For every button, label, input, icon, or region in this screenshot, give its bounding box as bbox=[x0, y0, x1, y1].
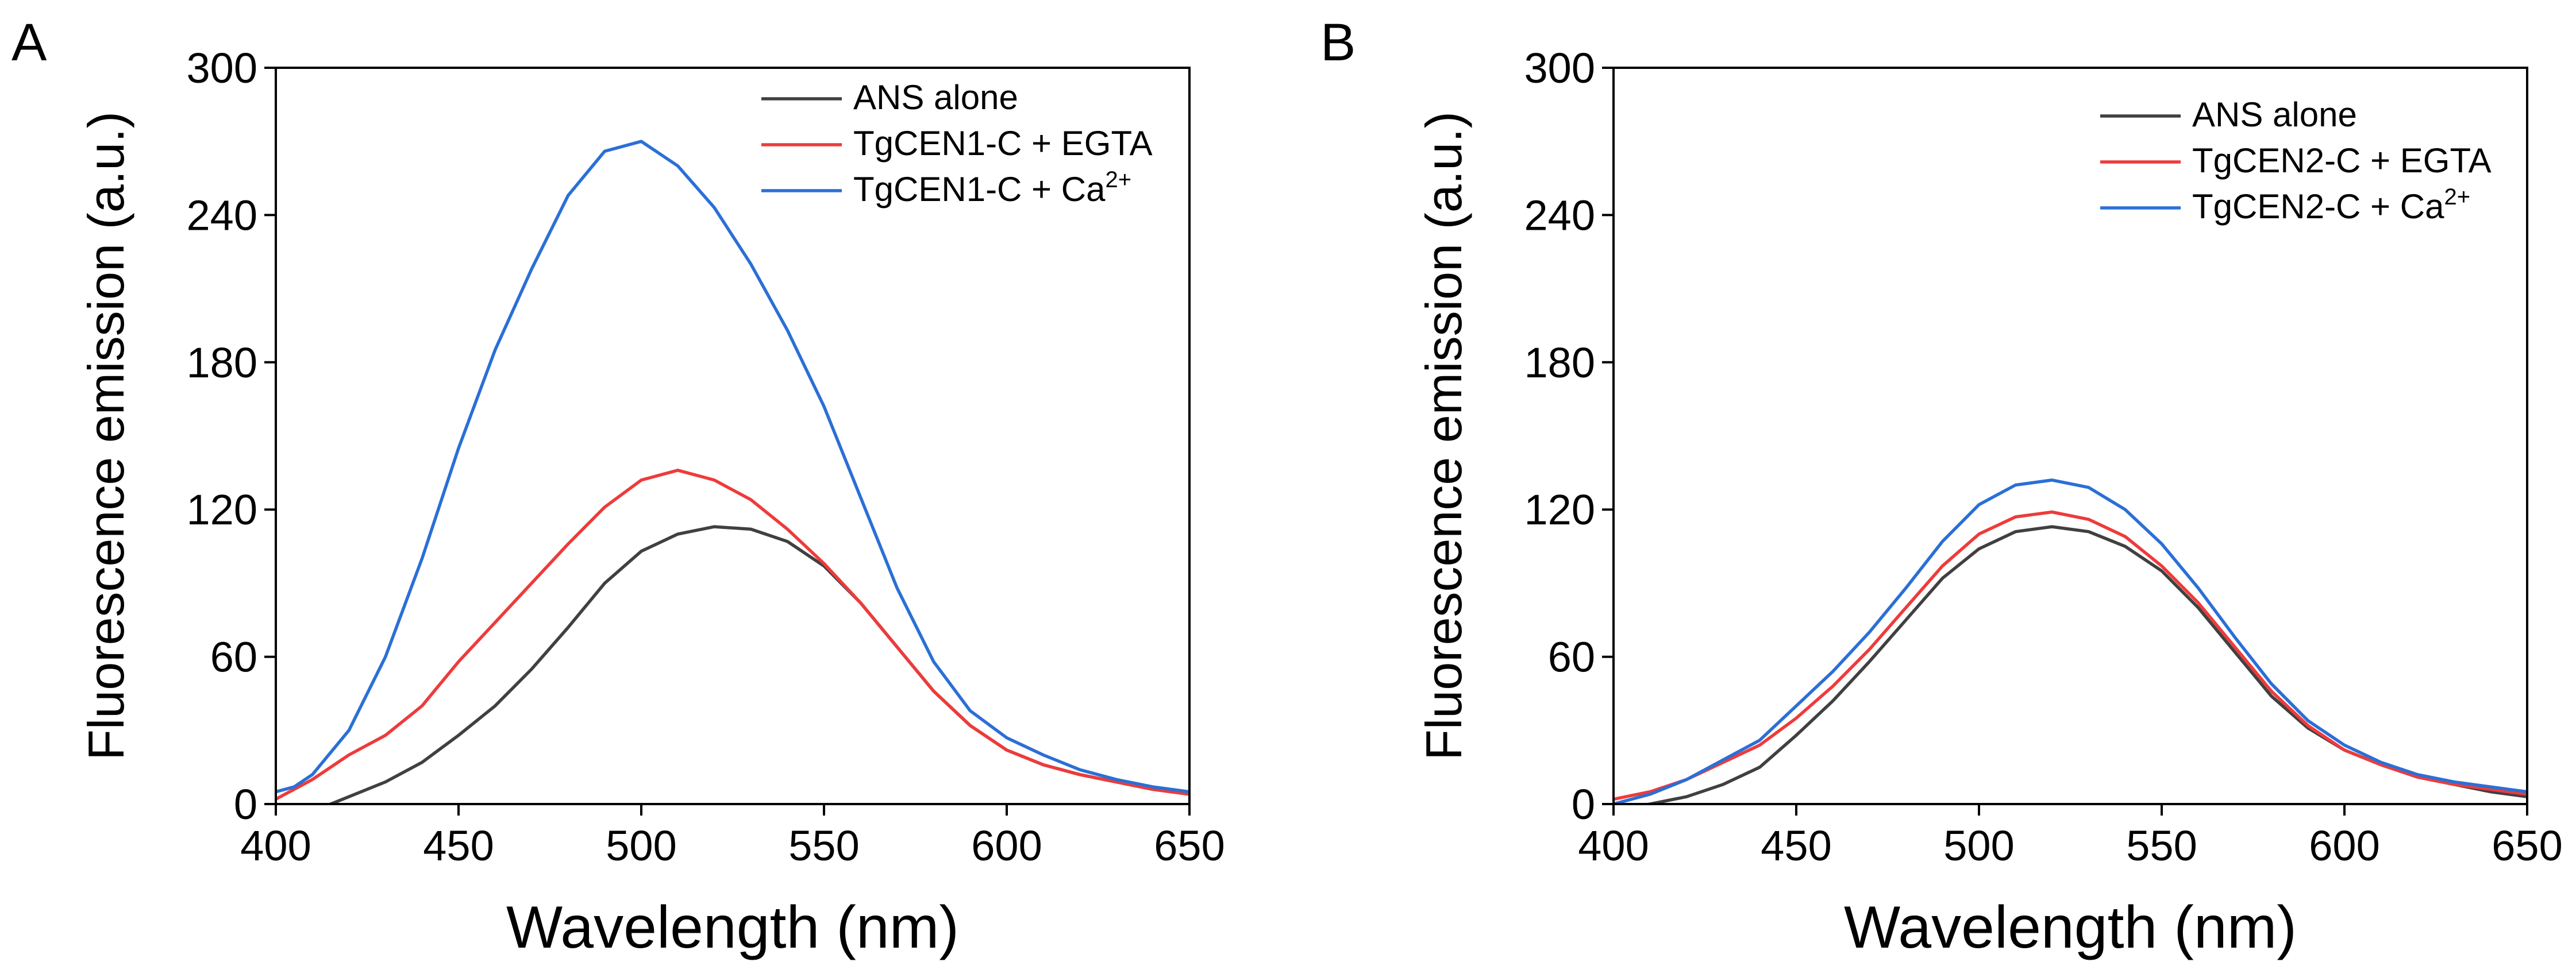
series-line bbox=[324, 525, 1189, 804]
legend-superscript: 2+ bbox=[1105, 167, 1131, 192]
y-tick-label: 300 bbox=[1524, 44, 1595, 92]
y-tick-label: 120 bbox=[187, 486, 257, 534]
x-tick-label: 650 bbox=[2492, 822, 2562, 870]
panel-label: B bbox=[1320, 13, 1356, 72]
panel-label: A bbox=[11, 13, 47, 72]
y-tick-label: 0 bbox=[1572, 781, 1595, 828]
y-tick-label: 240 bbox=[187, 191, 257, 239]
y-tick-label: 240 bbox=[1524, 191, 1595, 239]
y-axis-label: Fluorescence emission (a.u.) bbox=[78, 111, 134, 760]
plot-frame bbox=[1612, 67, 2528, 805]
legend-label: ANS alone bbox=[853, 78, 1018, 117]
y-axis-label: Fluorescence emission (a.u.) bbox=[1415, 111, 1472, 760]
series-line bbox=[1614, 478, 2527, 804]
y-tick-label: 60 bbox=[210, 633, 257, 681]
x-tick-label: 500 bbox=[1943, 822, 2014, 870]
legend-label: TgCEN2-C + EGTA bbox=[2192, 141, 2492, 180]
y-tick-label: 300 bbox=[187, 44, 257, 92]
chart-panel-b: B 400 450 500 550 600 650 0 60 120 180 240 300 Wavele… bbox=[1320, 13, 2563, 961]
x-tick-label: 400 bbox=[1578, 822, 1649, 870]
y-tick-label: 60 bbox=[1548, 633, 1595, 681]
series-line bbox=[276, 469, 1189, 801]
x-tick-label: 550 bbox=[2126, 822, 2197, 870]
legend-label: TgCEN2-C + Ca2+ bbox=[2192, 184, 2470, 226]
x-tick-label: 450 bbox=[1761, 822, 1831, 870]
x-axis-label: Wavelength (nm) bbox=[506, 894, 959, 961]
x-tick-label: 450 bbox=[423, 822, 494, 870]
y-tick-label: 180 bbox=[1524, 339, 1595, 387]
legend: ANS alone TgCEN1-C + EGTA TgCEN1-C + Ca2+ bbox=[761, 78, 1153, 208]
series-line bbox=[276, 140, 1189, 794]
x-tick-label: 500 bbox=[606, 822, 676, 870]
y-tick-label: 0 bbox=[234, 781, 257, 828]
legend-label: TgCEN1-C + Ca2+ bbox=[853, 167, 1131, 208]
legend-label: ANS alone bbox=[2192, 95, 2357, 134]
x-tick-label: 550 bbox=[788, 822, 859, 870]
x-tick-label: 650 bbox=[1154, 822, 1225, 870]
x-axis-label: Wavelength (nm) bbox=[1844, 894, 2297, 961]
chart-panel-a: A 400 450 500 550 600 650 0 60 120 180 240 300 Wavele… bbox=[11, 13, 1225, 961]
x-tick-label: 400 bbox=[240, 822, 311, 870]
y-tick-label: 120 bbox=[1524, 486, 1595, 534]
y-tick-label: 180 bbox=[187, 339, 257, 387]
legend: ANS alone TgCEN2-C + EGTA TgCEN2-C + Ca2+ bbox=[2100, 95, 2492, 226]
x-tick-label: 600 bbox=[2309, 822, 2379, 870]
series-line bbox=[1614, 510, 2527, 801]
x-tick-label: 600 bbox=[971, 822, 1042, 870]
legend-superscript: 2+ bbox=[2444, 184, 2470, 210]
legend-label: TgCEN1-C + EGTA bbox=[853, 124, 1153, 163]
plot-frame bbox=[275, 67, 1191, 805]
